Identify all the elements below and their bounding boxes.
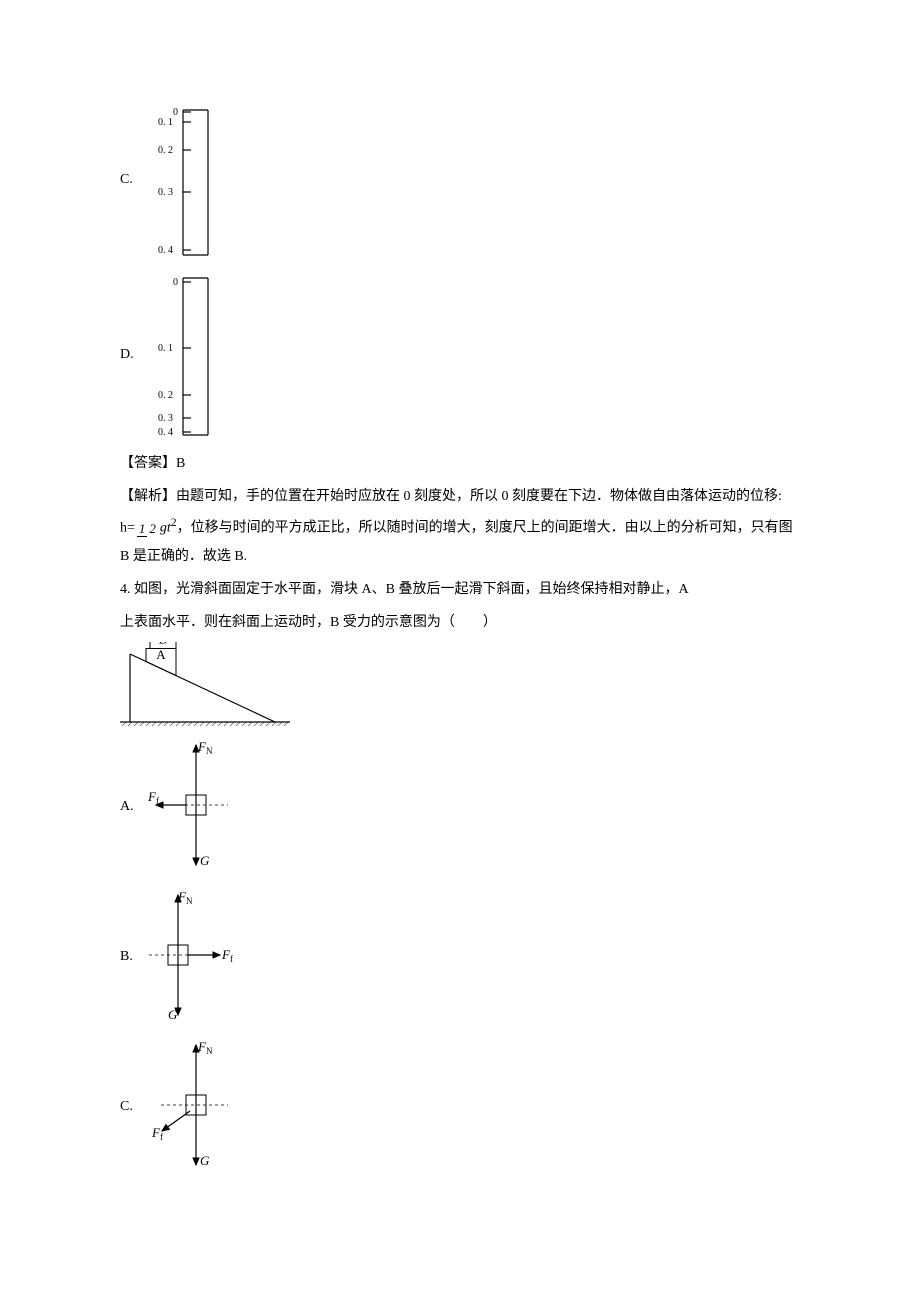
svg-text:0: 0 (173, 107, 178, 118)
fraction-half: 12 (137, 522, 158, 535)
force-a-label: A. (120, 794, 148, 819)
svg-text:A: A (156, 647, 166, 662)
q4-line1: 4. 如图，光滑斜面固定于水平面，滑块 A、B 叠放后一起滑下斜面，且始终保持相… (120, 576, 800, 604)
svg-text:0. 3: 0. 3 (158, 413, 173, 424)
svg-text:0. 2: 0. 2 (158, 390, 173, 401)
svg-text:0. 2: 0. 2 (158, 145, 173, 156)
incline-figure: AB (120, 642, 800, 727)
force-a-row: A. FNFfG (120, 737, 800, 877)
svg-text:G: G (200, 853, 210, 868)
force-b-row: B. FNFfG (120, 887, 800, 1027)
svg-text:B: B (159, 642, 168, 647)
q4-line2: 上表面水平．则在斜面上运动时，B 受力的示意图为（ ） (120, 609, 800, 637)
option-c-row: C. 00. 1 0. 2 0. 3 0. 4 (120, 100, 800, 260)
option-d-row: D. 0 0. 1 0. 2 0. 3 0. 4 (120, 270, 800, 440)
analysis-post: ，位移与时间的平方成正比，所以随时间的增大，刻度尺上的间距增大．由以上的分析可知… (120, 521, 793, 564)
svg-text:f: f (160, 1132, 163, 1142)
svg-text:0: 0 (173, 277, 178, 288)
svg-text:0. 4: 0. 4 (158, 427, 173, 438)
svg-text:0. 1: 0. 1 (158, 343, 173, 354)
svg-text:0. 1: 0. 1 (158, 117, 173, 128)
option-c-label: C. (120, 167, 148, 192)
svg-text:N: N (206, 1046, 213, 1056)
force-b-figure: FNFfG (148, 887, 243, 1027)
svg-text:f: f (156, 796, 159, 806)
analysis-para: 【解析】由题可知，手的位置在开始时应放在 0 刻度处，所以 0 刻度要在下边．物… (120, 483, 800, 571)
svg-text:G: G (200, 1153, 210, 1168)
answer-line: 【答案】B (120, 450, 800, 478)
svg-text:f: f (230, 954, 233, 964)
force-a-figure: FNFfG (148, 737, 228, 877)
option-d-figure: 0 0. 1 0. 2 0. 3 0. 4 (148, 270, 212, 440)
force-b-label: B. (120, 944, 148, 969)
svg-text:N: N (186, 896, 193, 906)
svg-text:G: G (168, 1007, 178, 1022)
var-g: g (160, 521, 167, 536)
svg-text:0. 4: 0. 4 (158, 245, 173, 256)
force-c-row: C. FNFfG (120, 1037, 800, 1177)
force-c-label: C. (120, 1094, 148, 1119)
option-c-figure: 00. 1 0. 2 0. 3 0. 4 (148, 100, 212, 260)
option-d-label: D. (120, 342, 148, 367)
svg-text:0. 3: 0. 3 (158, 187, 173, 198)
svg-text:N: N (206, 746, 213, 756)
force-c-figure: FNFfG (148, 1037, 228, 1177)
